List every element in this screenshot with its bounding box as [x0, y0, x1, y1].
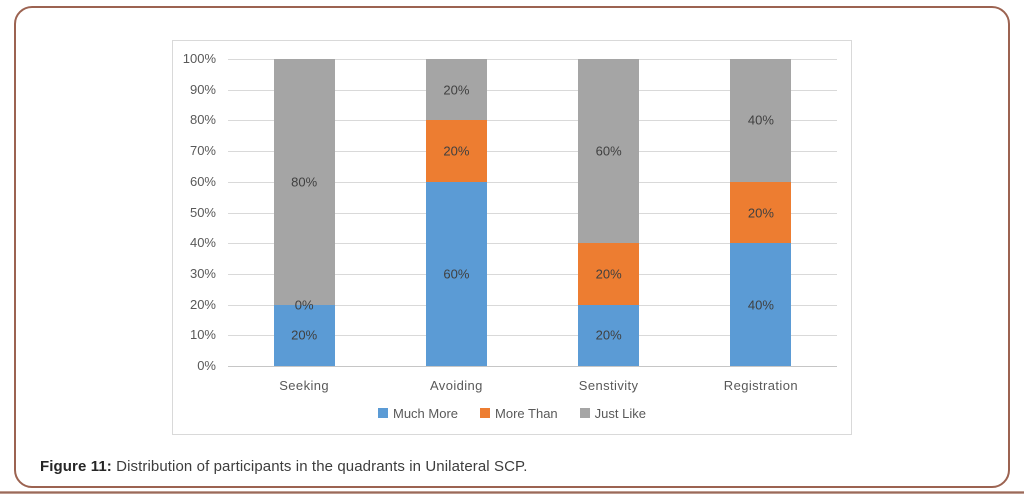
figure-caption: Figure 11: Distribution of participants … [40, 458, 527, 475]
legend-item: More Than [480, 406, 558, 421]
y-axis-tick-label: 30% [189, 265, 216, 281]
bar-segment: 20% [425, 120, 487, 182]
figure-caption-label: Figure 11: [40, 458, 112, 475]
stacked-bar-registration: 40% 20% 40% [730, 59, 792, 366]
y-axis-tick-label: 0% [197, 358, 216, 373]
legend-swatch-icon [480, 408, 491, 418]
gridline [228, 273, 837, 275]
data-label: 0% [294, 297, 314, 313]
bar-segment: 40% [730, 243, 792, 366]
stacked-bar-avoiding: 60% 20% 20% [425, 59, 487, 366]
data-label: 20% [595, 327, 622, 343]
y-axis-tick-label: 40% [189, 235, 216, 251]
gridline [228, 366, 837, 367]
gridline [228, 59, 837, 60]
chart-legend: Much More More Than Just Like [173, 405, 851, 421]
gridline [228, 181, 837, 183]
data-label: 40% [747, 112, 774, 128]
gridline [228, 243, 837, 245]
bar-segment: 60% [578, 59, 640, 244]
legend-item: Just Like [579, 405, 646, 421]
data-label: 20% [443, 143, 470, 159]
figure-caption-text: Distribution of participants in the quad… [116, 458, 528, 475]
gridline [228, 89, 837, 91]
bar-segment: 20% [578, 243, 640, 305]
bar-segment: 20% [730, 181, 792, 244]
plot-area: 0% 10% 20% 30% 40% 50% 60% 70% 80% 90% 100% 20% 0% 80… [183, 51, 837, 373]
bar-segment: 20% [578, 304, 640, 366]
x-axis-category-label: Avoiding [429, 378, 483, 393]
bar-segment: 20% [425, 59, 487, 121]
data-label: 20% [595, 266, 622, 282]
y-axis-tick-label: 10% [189, 327, 216, 343]
bar-segment: 40% [730, 59, 792, 182]
x-axis-category-label: Senstivity [578, 378, 639, 393]
bottom-divider [0, 491, 1024, 494]
chart-area: 0% 10% 20% 30% 40% 50% 60% 70% 80% 90% 100% 20% 0% 80… [172, 40, 852, 435]
legend-label: More Than [495, 405, 558, 421]
gridline [228, 120, 837, 122]
data-label: 80% [291, 174, 318, 190]
x-axis-category-label: Registration [723, 378, 798, 393]
y-axis-tick-label: 70% [189, 143, 216, 159]
x-axis-category-label: Seeking [279, 378, 330, 393]
data-label: 20% [291, 327, 318, 343]
y-axis-tick-label: 60% [189, 173, 216, 189]
legend-swatch-icon [579, 408, 590, 418]
y-axis-tick-label: 90% [189, 81, 216, 97]
stacked-bar-seeking: 20% 0% 80% [273, 59, 335, 366]
bar-segment: 20% [273, 304, 335, 366]
data-label: 40% [747, 297, 774, 313]
y-axis-tick-label: 50% [189, 204, 216, 220]
gridline [228, 151, 837, 153]
x-axis: Seeking Avoiding Senstivity Registration [228, 378, 837, 393]
data-label: 60% [595, 143, 622, 159]
y-axis-tick-label: 80% [189, 112, 216, 128]
data-label: 20% [443, 82, 470, 98]
gridline [228, 212, 837, 214]
bar-segment: 60% [425, 181, 487, 366]
y-axis-tick-label: 20% [189, 296, 216, 312]
stacked-bar-senstivity: 20% 20% 60% [578, 59, 640, 366]
legend-item: Much More [378, 406, 458, 421]
figure-card: 0% 10% 20% 30% 40% 50% 60% 70% 80% 90% 100% 20% 0% 80… [14, 6, 1010, 488]
legend-label: Much More [393, 405, 459, 421]
legend-label: Just Like [594, 405, 646, 421]
data-label: 60% [443, 266, 470, 282]
bar-segment: 80% [273, 59, 335, 305]
data-label: 20% [747, 205, 774, 220]
legend-swatch-icon [378, 408, 388, 418]
gridline [228, 304, 837, 306]
y-axis-tick-label: 100% [182, 51, 216, 66]
gridline [228, 335, 837, 337]
